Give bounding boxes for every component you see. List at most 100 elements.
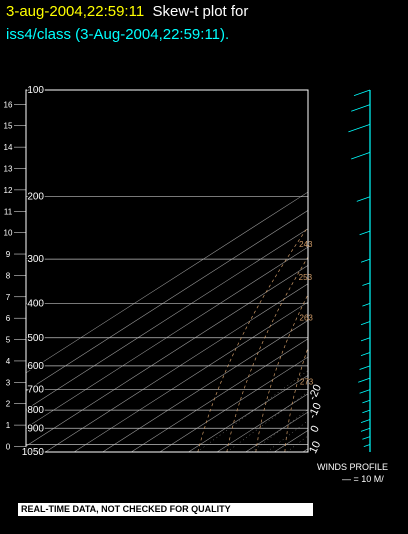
wind-barb: [353, 89, 371, 96]
right-temperature-label: 0: [309, 424, 322, 435]
pressure-tick-label: 400: [27, 298, 44, 309]
isotherm-line: [274, 430, 308, 452]
wind-barb: [359, 365, 371, 370]
sounding-profile: [331, 90, 408, 445]
dry-adiabat-label: 263: [300, 313, 314, 322]
dry-adiabat-label: 273: [300, 378, 314, 387]
wind-barb: [362, 399, 371, 404]
wind-barb: [360, 419, 371, 423]
wind-barb: [360, 427, 371, 432]
plot-frame: [25, 89, 309, 453]
wind-barb: [360, 352, 371, 356]
height-km-label: 7: [6, 293, 11, 302]
wind-barb: [351, 152, 371, 160]
isotherm-line: [159, 356, 308, 452]
isotherm-line: [45, 283, 308, 452]
isotherm-line: [102, 320, 308, 452]
wind-barb: [351, 104, 371, 112]
isotherm-line: [26, 265, 308, 447]
wind-barb: [356, 196, 371, 202]
pressure-tick-label: 100: [27, 85, 44, 96]
pressure-tick-label: 900: [27, 423, 44, 434]
isotherm-line: [26, 228, 308, 410]
quality-disclaimer: REAL-TIME DATA, NOT CHECKED FOR QUALITY: [18, 503, 313, 516]
isotherm-line: [188, 375, 308, 452]
pressure-tick-label: 300: [27, 254, 44, 265]
height-km-label: 16: [4, 100, 13, 109]
dry-adiabat-line: [197, 226, 308, 452]
wind-barb: [359, 230, 371, 236]
dewpoint-profile-line: [331, 90, 408, 445]
pressure-tick-label: 700: [27, 385, 44, 396]
isotherm-line: [26, 191, 308, 374]
wind-barb: [359, 389, 371, 394]
moist-adiabat-line: [349, 197, 408, 452]
mixing-ratio-line: [324, 366, 408, 452]
temperature-profile-line: [372, 90, 408, 445]
wind-barb: [362, 303, 371, 307]
mixing-ratio-line: [226, 391, 308, 452]
isotherm-line: [389, 90, 408, 452]
height-km-label: 0: [6, 442, 11, 451]
title-date: 3-aug-2004,22:59:11: [6, 3, 145, 20]
isotherm-line: [26, 246, 308, 429]
height-km-label: 12: [4, 186, 13, 195]
isotherm-line: [245, 411, 308, 452]
pressure-tick-label: 800: [27, 405, 44, 416]
height-km-label: 2: [6, 400, 11, 409]
height-km-label: 3: [6, 378, 11, 387]
dry-adiabat-line: [314, 90, 408, 452]
dry-adiabat-line: [226, 256, 308, 452]
dry-adiabat-label: 253: [299, 273, 313, 282]
height-km-label: 8: [6, 271, 11, 280]
wind-barb: [358, 377, 371, 383]
isotherm-line: [73, 301, 308, 452]
wind-barb: [362, 436, 371, 440]
wind-barb: [363, 444, 371, 448]
height-km-label: 10: [4, 229, 13, 238]
dry-adiabat-line: [343, 90, 408, 452]
isotherm-line: [26, 210, 308, 392]
wind-barb: [360, 321, 371, 326]
right-temperature-label: 10: [307, 439, 323, 455]
moist-adiabat-line: [314, 197, 404, 452]
right-temperature-label: -10: [306, 401, 324, 420]
height-km-label: 5: [6, 336, 11, 345]
chart-title: 3-aug-2004,22:59:11 Skew-t plot for: [6, 3, 248, 20]
dry-adiabat-line: [398, 90, 408, 452]
winds-profile-label: WINDS PROFILE: [317, 462, 389, 472]
wind-barb: [360, 258, 371, 263]
wind-barb: [360, 337, 371, 342]
wind-barb: [348, 123, 371, 133]
background-lines: [26, 90, 408, 452]
pressure-tick-label: 1050: [22, 447, 45, 458]
axis-labels: 1002003004005006007008009001050012345678…: [4, 84, 325, 460]
height-km-label: 15: [4, 122, 13, 131]
moist-adiabat-line: [360, 197, 408, 452]
wind-barb: [362, 282, 371, 286]
winds-profile: [348, 89, 371, 452]
winds-scale-label: — = 10 M/: [342, 474, 384, 484]
isotherm-line: [131, 338, 308, 452]
pressure-tick-label: 200: [27, 192, 44, 203]
dry-adiabat-line: [284, 346, 308, 452]
isotherm-line: [360, 90, 408, 452]
dry-adiabat-line: [255, 293, 308, 452]
pressure-tick-label: 600: [27, 361, 44, 372]
moist-adiabat-line: [326, 197, 408, 452]
title-text: Skew-t plot for: [152, 3, 249, 20]
dry-adiabat-label: 243: [299, 240, 313, 249]
dry-adiabat-line: [371, 90, 408, 452]
moist-adiabat-line: [337, 197, 408, 452]
height-km-label: 1: [6, 421, 11, 430]
pressure-tick-label: 500: [27, 333, 44, 344]
height-km-label: 6: [6, 314, 11, 323]
height-km-label: 9: [6, 250, 11, 259]
height-km-label: 4: [6, 357, 11, 366]
mixing-ratio-line: [347, 366, 408, 452]
mixing-ratio-line: [196, 370, 308, 452]
height-km-label: 14: [4, 143, 13, 152]
wind-barb: [362, 409, 371, 414]
chart-subtitle: iss4/class (3-Aug-2004,22:59:11).: [6, 26, 230, 43]
